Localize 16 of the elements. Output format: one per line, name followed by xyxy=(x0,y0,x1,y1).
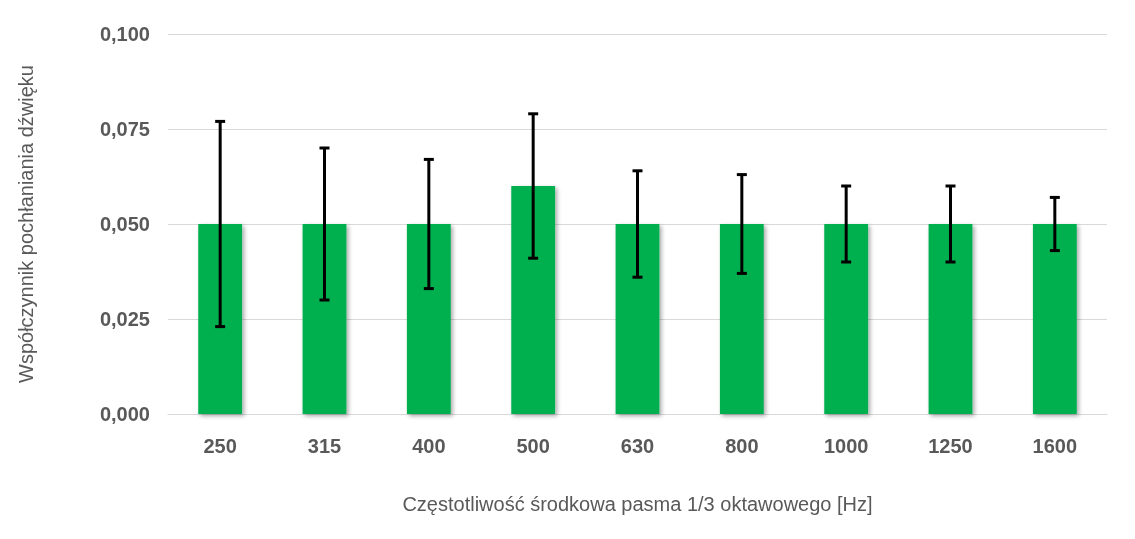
y-tick-label: 0,075 xyxy=(99,118,150,140)
y-tick-label: 0,025 xyxy=(99,308,150,330)
y-tick-label: 0,100 xyxy=(99,23,150,45)
x-tick-label: 630 xyxy=(620,435,655,457)
x-tick-label: 250 xyxy=(203,435,237,457)
x-tick-label: 315 xyxy=(307,435,342,457)
x-tick-label: 1000 xyxy=(823,435,869,457)
x-tick-label: 1250 xyxy=(928,435,973,457)
y-tick-label: 0,050 xyxy=(99,213,150,235)
x-axis-title: Częstotliwość środkowa pasma 1/3 oktawowego [Hz] xyxy=(402,493,873,515)
x-tick-label: 800 xyxy=(725,435,759,457)
y-axis-title: Współczynnik pochłaniania dźwięku xyxy=(15,65,37,383)
y-tick-label: 0,000 xyxy=(99,403,150,425)
x-tick-label: 400 xyxy=(412,435,446,457)
x-tick-label: 500 xyxy=(516,435,550,457)
x-tick-label: 1600 xyxy=(1032,435,1078,457)
